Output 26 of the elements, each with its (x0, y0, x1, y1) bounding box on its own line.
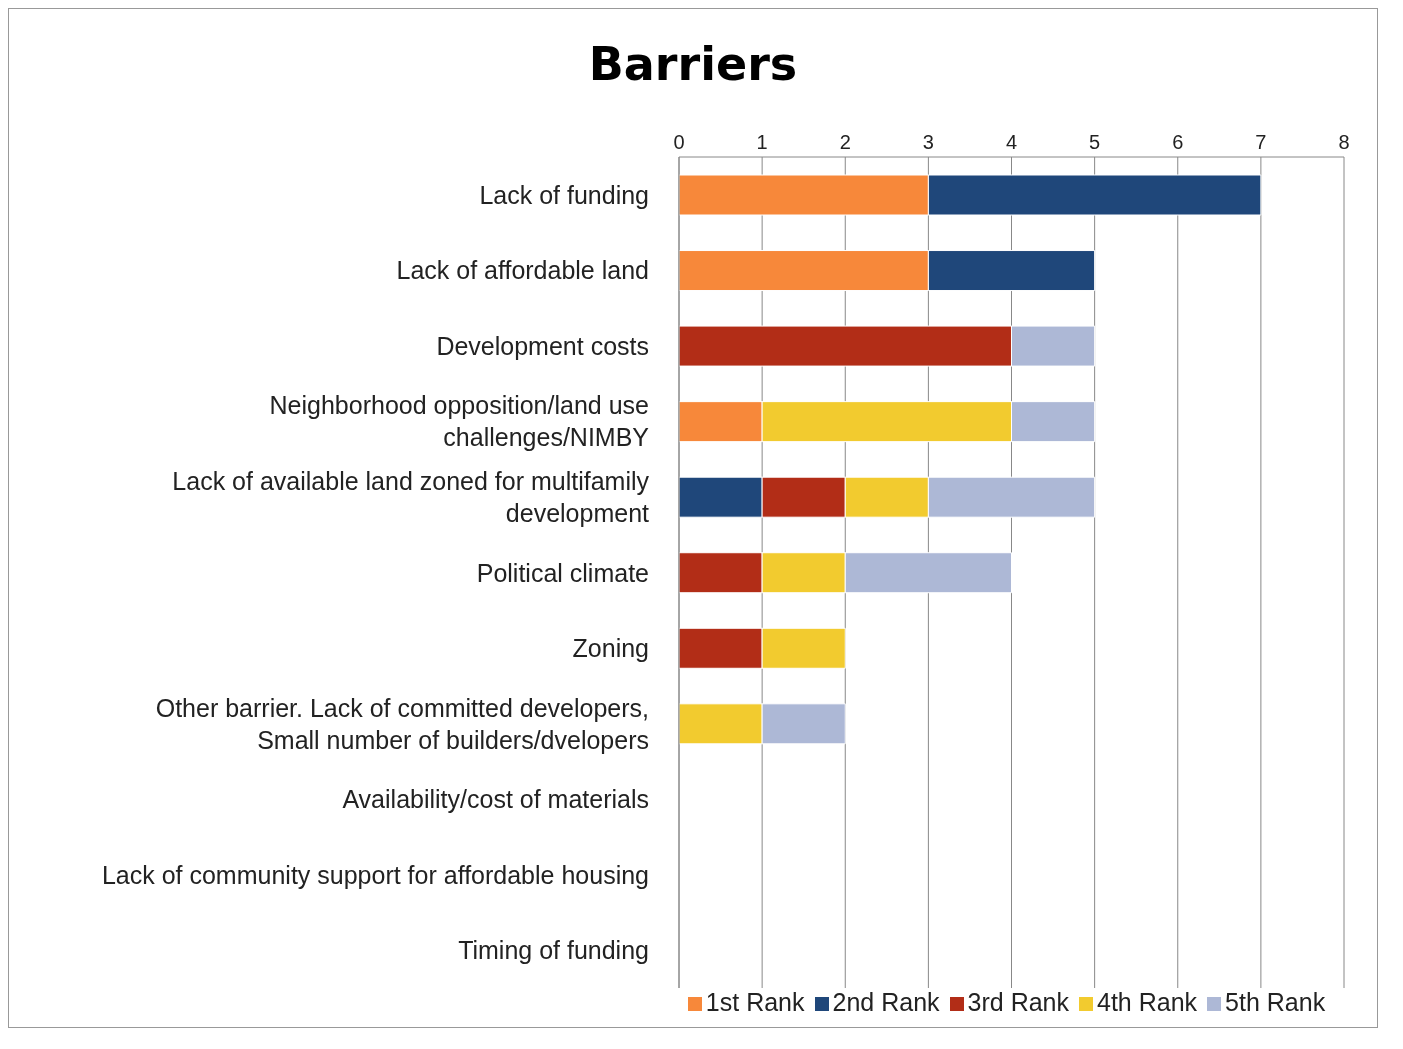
y-tick-label: Timing of funding (458, 936, 649, 965)
y-tick-label: Lack of community support for affordable housing (101, 860, 649, 889)
x-tick-label: 7 (1255, 131, 1267, 153)
legend-label: 2nd Rank (832, 988, 940, 1016)
x-tick-label: 0 (673, 131, 685, 153)
y-tick-label: Lack of available land zoned for multifamily development (172, 466, 650, 527)
x-tick-label: 2 (839, 131, 851, 153)
y-tick-label: Lack of affordable land (396, 256, 649, 285)
legend-label: 5th Rank (1225, 988, 1326, 1016)
y-tick-label: Zoning (572, 634, 649, 663)
x-tick-label: 8 (1338, 131, 1350, 153)
y-tick-label: Other barrier. Lack of committed developers, Small number of builders/dvelopers (155, 693, 649, 754)
legend-label: 4th Rank (1097, 988, 1198, 1016)
x-tick-label: 4 (1005, 131, 1018, 153)
y-tick-label: Development costs (436, 331, 649, 360)
chart-title: Barriers (587, 36, 799, 93)
x-tick-label: 6 (1172, 131, 1184, 153)
legend-label: 3rd Rank (967, 988, 1070, 1016)
y-tick-label: Neighborhood opposition/land use challenges/NIMBY (269, 391, 650, 452)
y-tick-label: Lack of funding (479, 180, 649, 209)
y-tick-label: Political climate (476, 558, 649, 587)
x-tick-label: 5 (1089, 131, 1101, 153)
y-tick-label: Availability/cost of materials (342, 785, 649, 814)
x-tick-label: 1 (756, 131, 768, 153)
x-tick-label: 3 (922, 131, 934, 153)
legend-label: 1st Rank (705, 988, 805, 1016)
